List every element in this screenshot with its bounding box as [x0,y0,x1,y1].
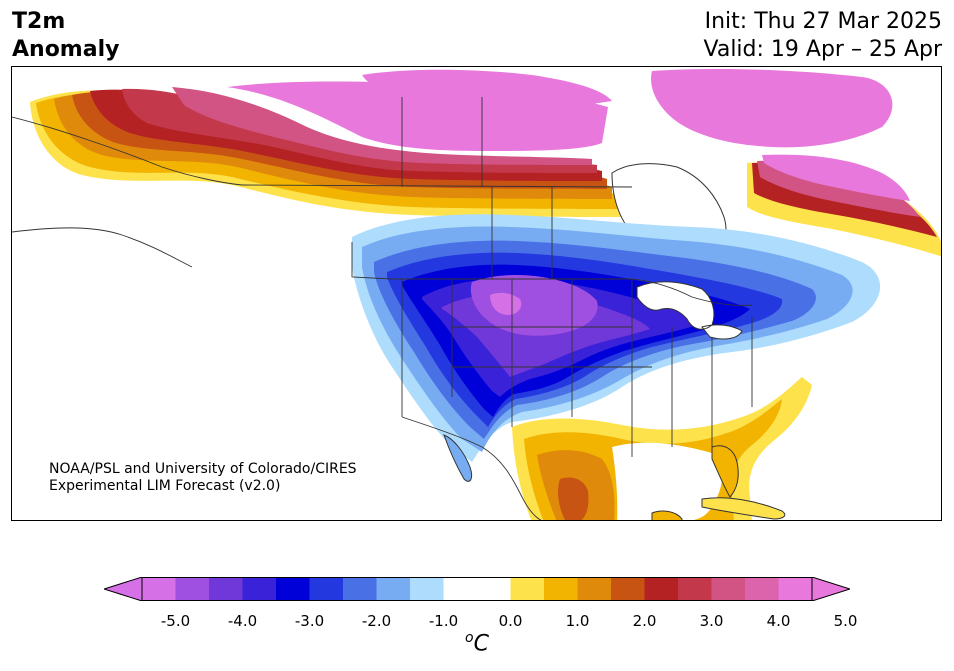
colorbar-segment [142,577,176,601]
valid-date: Valid: 19 Apr – 25 Apr [703,37,943,62]
colorbar [104,577,850,601]
colorbar-unit: oC [0,630,954,656]
colorbar-tick-label: -1.0 [428,612,459,630]
colorbar-tick-label: -4.0 [227,612,258,630]
colorbar-tick-label: 2.0 [632,612,657,630]
colorbar-segment [477,577,511,601]
unit-base: C [473,631,489,657]
colorbar-segment [510,577,545,601]
labrador-warm-pink [762,154,910,201]
great-lakes [636,281,743,340]
colorbar-tick-label: -2.0 [361,612,392,630]
colorbar-segment [410,577,444,601]
colorbar-segment [745,577,779,601]
colorbar-under-arrow [104,577,143,601]
colorbar-segment [778,577,813,601]
title-line2: Anomaly [12,37,120,62]
political-borders [12,97,753,520]
cold-core-magenta [490,292,522,315]
init-date: Init: Thu 27 Mar 2025 [704,9,942,34]
gulf-of-mexico [612,442,723,520]
arctic-islands-east [651,69,893,148]
colorbar-tick-label: 4.0 [766,612,791,630]
yucatan-warm [651,510,683,520]
colorbar-segment [209,577,243,601]
colorbar-tick-label: 0.0 [498,612,523,630]
colorbar-tick-label: 1.0 [565,612,590,630]
warm-band-rose [172,87,592,165]
colorbar-segment [175,577,210,601]
colorbar-segment [242,577,277,601]
florida [711,445,739,498]
colorbar-over-arrow [811,577,850,601]
colorbar-segment [343,577,377,601]
colorbar-tick-label: 3.0 [699,612,724,630]
colorbar-segment [376,577,411,601]
cold-purple [470,274,598,336]
title-line1: T2m [12,9,66,34]
unit-superscript: o [465,630,474,646]
colorbar-segment [678,577,712,601]
colorbar-segment [443,577,478,601]
colorbar-ticks: -5.0 -4.0 -3.0 -2.0 -1.0 0.0 1.0 2.0 3.0 4.0 5.0 [0,612,954,632]
cuba [701,497,786,520]
anomaly-map [12,69,941,520]
colorbar-segment [309,577,344,601]
colorbar-segment [711,577,746,601]
credit-text: NOAA/PSL and University of Colorado/CIRE… [49,461,357,495]
map-title: T2m Anomaly [12,8,119,64]
colorbar-segment [644,577,679,601]
colorbar-tick-label: -3.0 [294,612,325,630]
colorbar-tick-label: 5.0 [833,612,858,630]
credit-line1: NOAA/PSL and University of Colorado/CIRE… [49,461,357,477]
colorbar-segment [276,577,310,601]
colorbar-segment [611,577,645,601]
map-panel [11,66,942,521]
colorbar-segment [544,577,578,601]
colorbar-tick-label: -5.0 [160,612,191,630]
baja-cold [443,434,473,482]
colorbar-segment [577,577,612,601]
credit-line2: Experimental LIM Forecast (v2.0) [49,478,281,494]
colorbar-outline [141,577,813,601]
forecast-dates: Init: Thu 27 Mar 2025 Valid: 19 Apr – 25… [704,8,943,64]
gulf-warm-rust [558,477,589,520]
arctic-islands [362,69,612,107]
